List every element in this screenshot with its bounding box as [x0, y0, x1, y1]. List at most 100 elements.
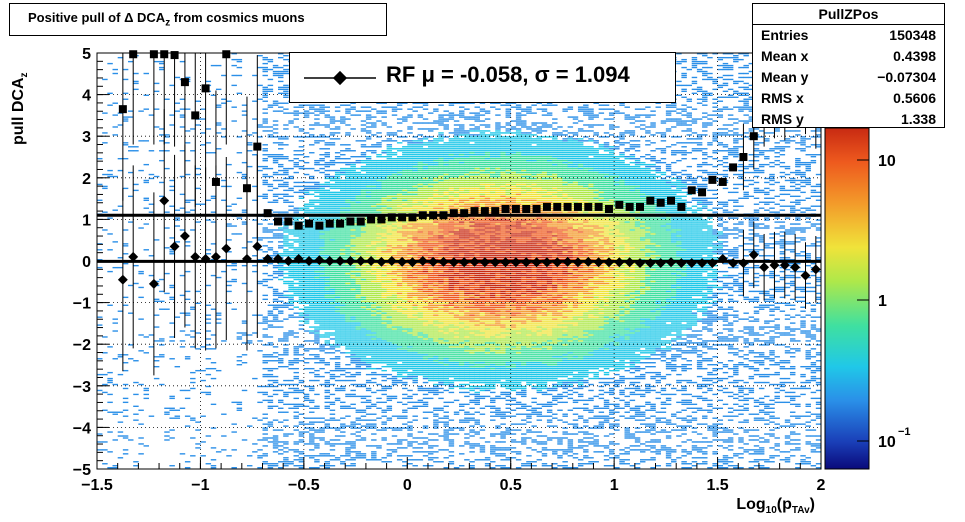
heat-cell: [257, 282, 263, 285]
heat-cell: [314, 253, 320, 255]
heat-cell: [112, 411, 118, 413]
heat-cell: [314, 199, 320, 201]
heat-cell: [386, 134, 393, 136]
heat-cell: [329, 338, 336, 340]
heat-cell: [324, 177, 331, 180]
heat-cell: [267, 336, 274, 338]
heat-cell: [412, 322, 418, 324]
heat-cell: [298, 249, 305, 251]
heat-cell: [381, 266, 387, 269]
heat-cell: [365, 231, 372, 233]
heat-cell: [257, 322, 263, 324]
heat-cell: [164, 150, 170, 152]
heat-cell: [334, 274, 341, 277]
heat-cell: [371, 439, 377, 441]
heat-cell: [422, 294, 429, 297]
heat-cell: [179, 453, 186, 455]
heat-cell: [107, 393, 113, 396]
heat-cell: [340, 203, 346, 205]
heat-cell: [433, 310, 439, 312]
heat-cell: [205, 128, 212, 130]
heat-cell: [309, 187, 315, 190]
heat-cell: [159, 66, 165, 69]
heat-cell: [309, 423, 315, 425]
heat-cell: [159, 60, 165, 63]
heat-cell: [407, 274, 413, 277]
heat-cell: [412, 280, 418, 283]
heat-cell: [396, 227, 403, 229]
heat-cell: [122, 401, 129, 404]
heat-cell: [402, 346, 408, 348]
heat-cell: [396, 197, 403, 199]
heat-cell: [324, 302, 331, 304]
heat-cell: [169, 358, 175, 360]
heat-cell: [422, 387, 429, 390]
heat-cell: [386, 296, 393, 299]
heat-cell: [422, 403, 429, 406]
heat-cell: [412, 290, 418, 293]
heat-cell: [329, 286, 336, 289]
heat-cell: [138, 423, 144, 425]
heat-cell: [252, 332, 258, 334]
heat-cell: [257, 385, 263, 388]
heat-cell: [340, 268, 346, 271]
heat-cell: [107, 217, 113, 219]
heat-cell: [329, 211, 336, 213]
heat-cell: [303, 231, 310, 233]
heat-cell: [283, 365, 289, 368]
heat-cell: [319, 367, 325, 370]
heat-cell: [360, 128, 367, 130]
heat-cell: [319, 268, 325, 271]
heat-cell: [417, 183, 424, 186]
heat-cell: [438, 306, 444, 308]
heat-cell: [283, 304, 289, 306]
heat-cell: [153, 108, 160, 110]
heat-cell: [371, 342, 377, 344]
heat-cell: [334, 161, 341, 164]
heat-cell: [283, 183, 289, 186]
heat-cell: [407, 334, 413, 336]
heat-cell: [164, 431, 170, 433]
heat-cell: [350, 389, 356, 392]
heat-cell: [412, 268, 418, 271]
heat-cell: [283, 443, 289, 445]
heat-cell: [190, 377, 196, 380]
heat-cell: [319, 296, 325, 299]
heat-cell: [371, 326, 377, 328]
heat-cell: [412, 227, 418, 229]
heat-cell: [412, 365, 418, 368]
heat-cell: [355, 330, 362, 332]
heat-cell: [283, 231, 289, 233]
heat-cell: [267, 185, 274, 188]
heat-cell: [319, 124, 325, 126]
heat-cell: [371, 183, 377, 186]
heat-cell: [396, 326, 403, 328]
heat-cell: [169, 417, 175, 419]
heat-cell: [262, 437, 268, 439]
heat-cell: [319, 308, 325, 310]
heat-cell: [391, 231, 398, 233]
heat-cell: [329, 227, 336, 229]
heat-cell: [309, 312, 315, 314]
heat-cell: [329, 231, 336, 233]
heat-cell: [433, 356, 439, 358]
heat-cell: [262, 62, 268, 65]
heat-cell: [345, 320, 351, 322]
heat-cell: [407, 152, 413, 154]
heat-cell: [412, 152, 418, 154]
heat-cell: [381, 195, 387, 198]
heat-cell: [433, 423, 439, 425]
heat-cell: [293, 288, 299, 291]
heat-cell: [355, 245, 362, 247]
heat-cell: [169, 322, 175, 324]
heat-cell: [319, 249, 325, 251]
heat-cell: [236, 152, 243, 154]
heat-cell: [427, 340, 434, 342]
heat-cell: [350, 274, 356, 277]
heat-cell: [365, 262, 372, 265]
heat-cell: [278, 292, 284, 295]
heat-cell: [360, 124, 367, 126]
heat-cell: [329, 292, 336, 295]
heat-cell: [122, 262, 129, 265]
heat-cell: [278, 365, 284, 368]
